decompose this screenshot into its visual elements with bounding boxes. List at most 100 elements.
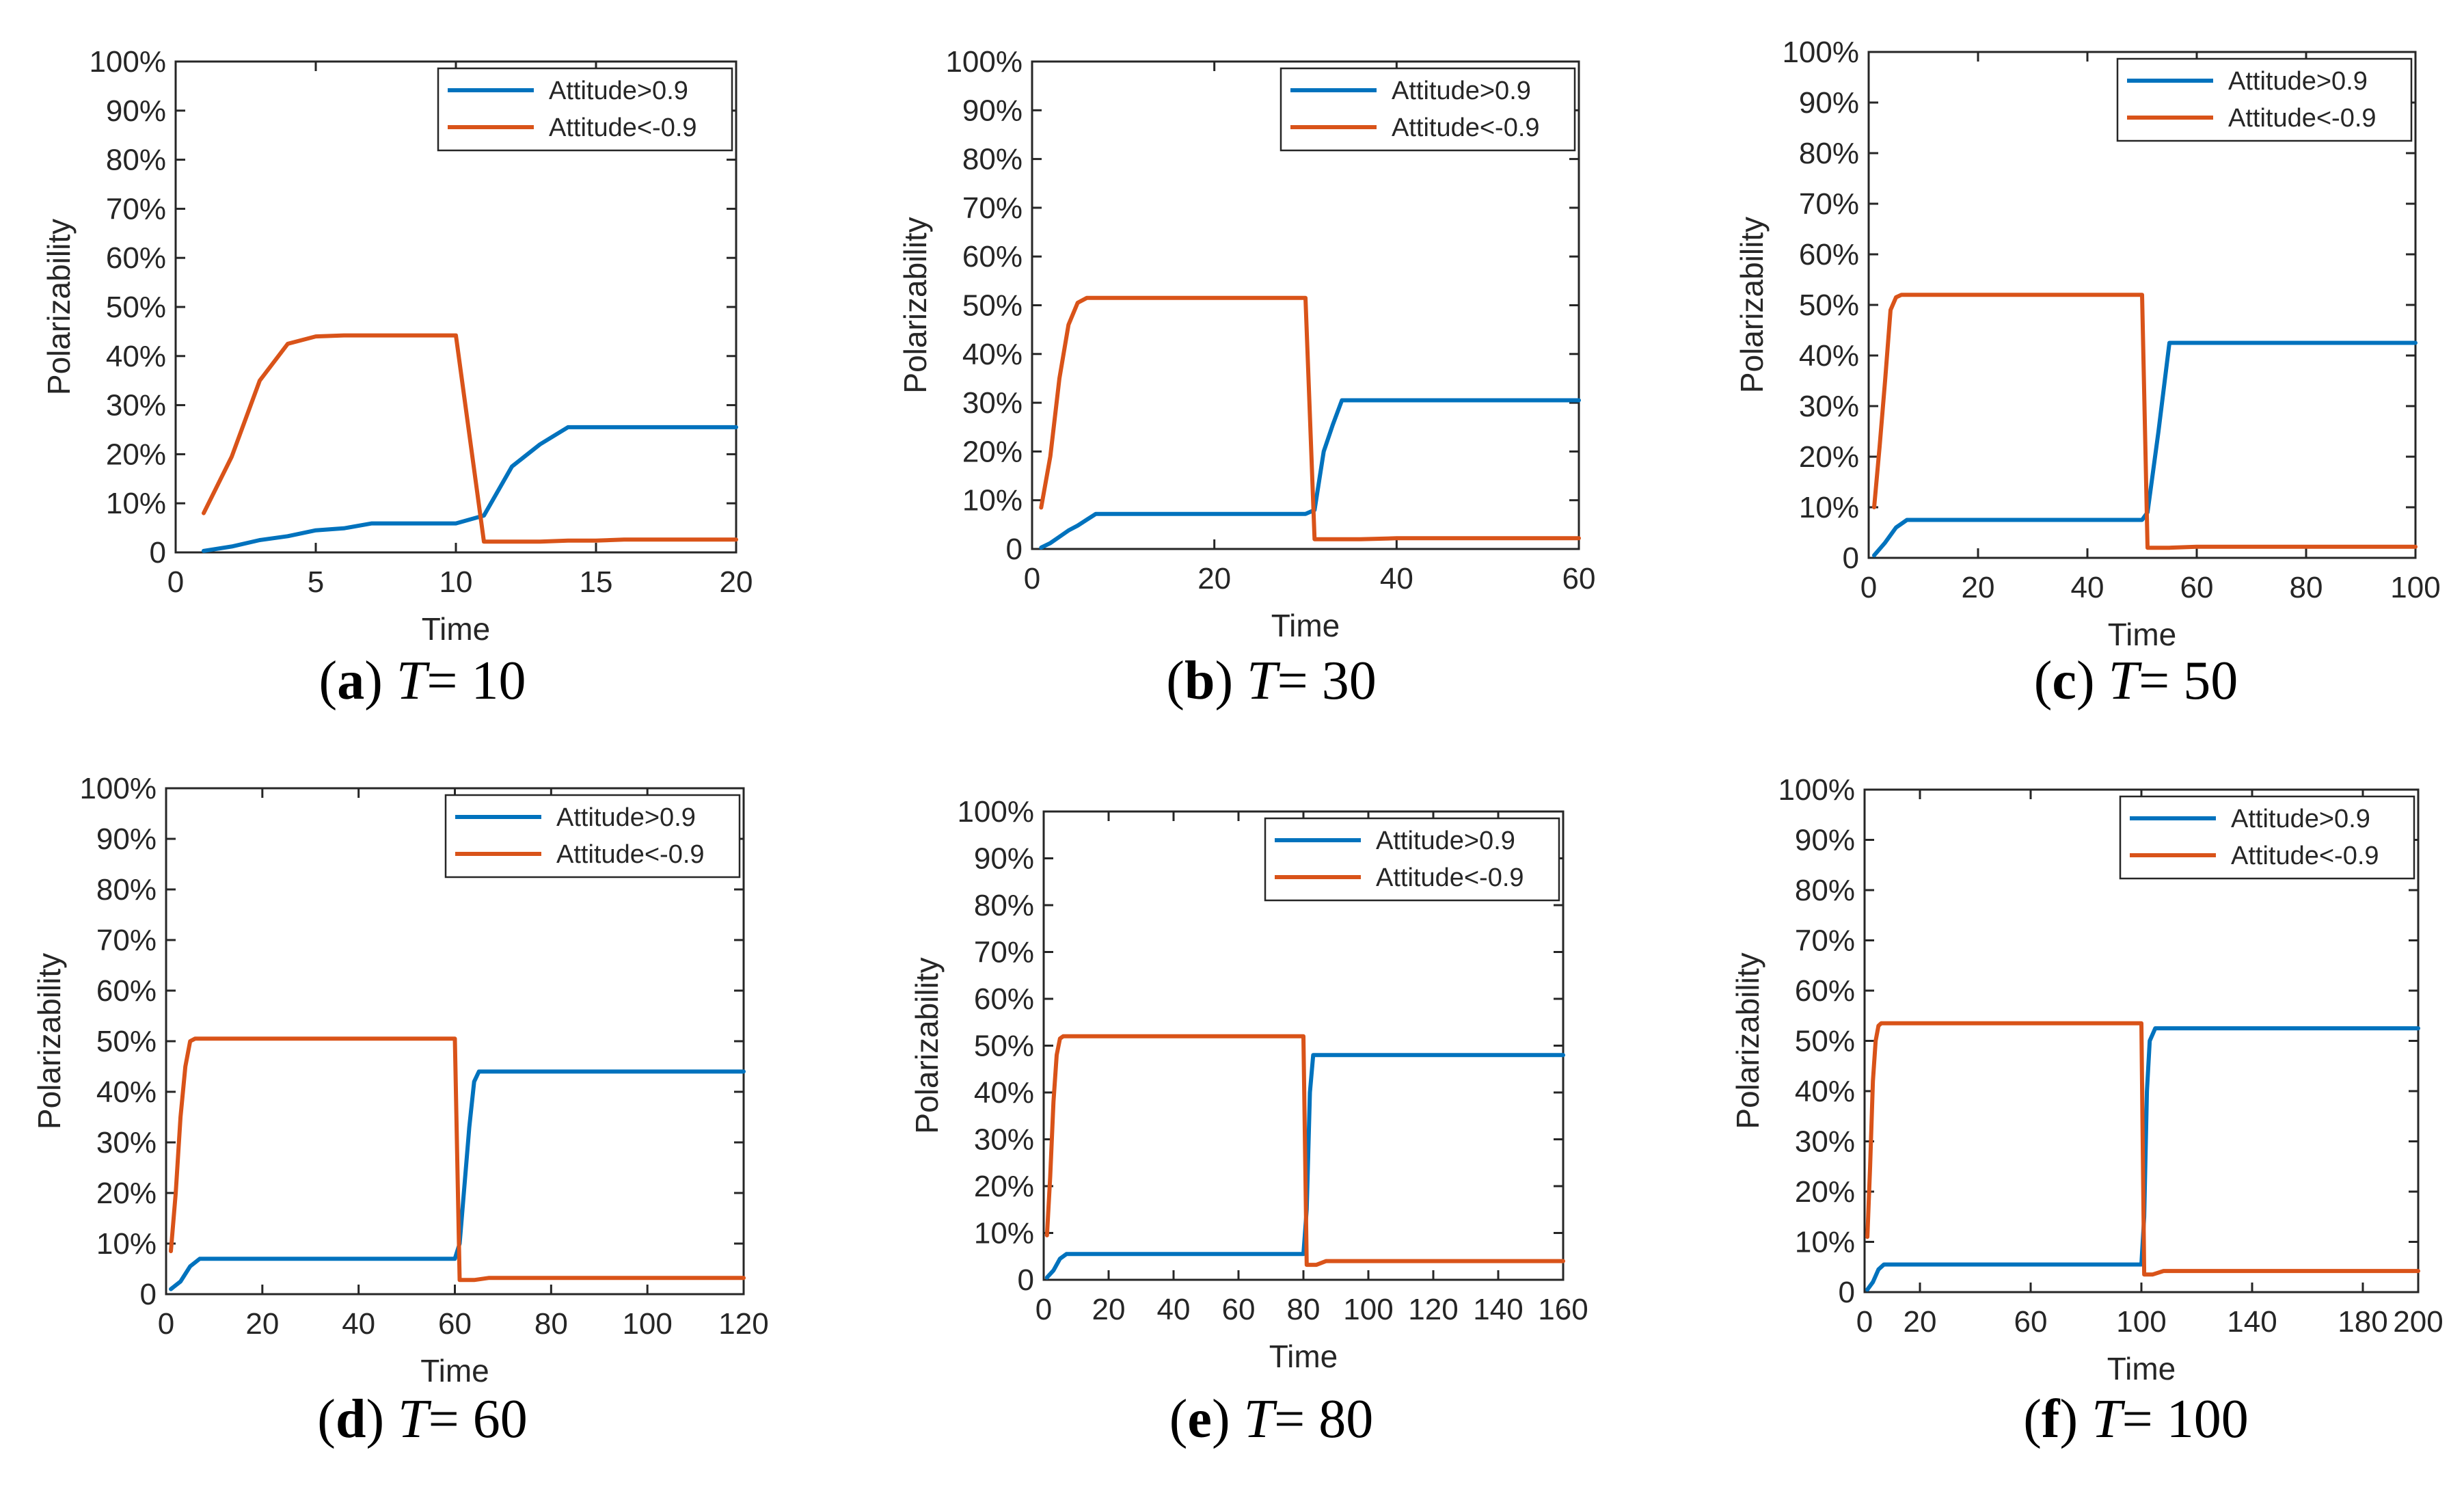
y-axis-title: Polarizability xyxy=(31,953,67,1129)
y-tick-label: 10% xyxy=(1799,491,1859,524)
y-tick-label: 50% xyxy=(962,289,1023,323)
y-tick-label: 0 xyxy=(1839,1276,1855,1309)
x-tick-label: 60 xyxy=(2180,571,2214,604)
panel-caption: (c) T= 50 xyxy=(2034,651,2238,711)
y-tick-label: 80% xyxy=(1795,874,1855,907)
x-tick-label: 60 xyxy=(438,1307,472,1341)
y-axis-title: Polarizability xyxy=(1734,217,1770,393)
legend-label: Attitude<-0.9 xyxy=(2231,842,2379,870)
y-tick-label: 10% xyxy=(974,1217,1034,1250)
series-line-attitude-pos xyxy=(1044,1053,1565,1280)
y-tick-label: 50% xyxy=(974,1030,1034,1063)
y-tick-label: 0 xyxy=(140,1278,157,1311)
y-tick-label: 60% xyxy=(1795,974,1855,1008)
series-line-attitude-neg xyxy=(1872,293,2418,550)
legend-label: Attitude<-0.9 xyxy=(1376,863,1524,892)
y-tick-label: 100% xyxy=(945,45,1023,79)
x-tick-label: 80 xyxy=(534,1307,568,1341)
x-tick-label: 0 xyxy=(1860,571,1877,604)
x-tick-label: 60 xyxy=(2014,1305,2048,1339)
legend xyxy=(1280,67,1576,152)
x-axis-title: Time xyxy=(420,1353,489,1389)
y-tick-label: 90% xyxy=(1799,86,1859,120)
y-tick-label: 60% xyxy=(1799,238,1859,271)
y-tick-label: 100% xyxy=(1782,36,1859,69)
x-tick-label: 100 xyxy=(1343,1293,1393,1326)
y-tick-label: 40% xyxy=(96,1075,157,1109)
x-axis-title: Time xyxy=(1269,1339,1338,1374)
y-tick-label: 40% xyxy=(1799,339,1859,373)
legend-label: Attitude>0.9 xyxy=(2231,805,2370,833)
y-tick-label: 40% xyxy=(106,340,166,373)
series-line-attitude-neg xyxy=(1044,1034,1565,1267)
series-line-attitude-neg xyxy=(1865,1021,2420,1277)
series-line-attitude-pos xyxy=(1872,340,2418,558)
x-tick-label: 20 xyxy=(1197,562,1231,595)
y-tick-label: 50% xyxy=(1795,1025,1855,1058)
legend xyxy=(2119,795,2415,880)
y-axis-title: Polarizability xyxy=(1730,952,1765,1129)
x-tick-label: 180 xyxy=(2338,1305,2387,1339)
y-tick-label: 90% xyxy=(974,842,1034,876)
y-tick-label: 70% xyxy=(962,191,1023,225)
panel-caption: (e) T= 80 xyxy=(1169,1389,1373,1449)
chart-panel-d: 0 10% 20% 30% 40% 50% 60% 70% 80% 90% 100% 0 20 40 60 8… xyxy=(31,772,769,1449)
x-tick-label: 0 xyxy=(158,1307,174,1341)
y-tick-label: 20% xyxy=(1795,1175,1855,1209)
y-tick-label: 90% xyxy=(96,822,157,856)
chart-panel-f: 0 10% 20% 30% 40% 50% 60% 70% 80% 90% 100% 0 20 60 100… xyxy=(1730,773,2443,1449)
panel-caption: (a) T= 10 xyxy=(319,651,526,711)
x-tick-label: 60 xyxy=(1222,1293,1256,1326)
x-tick-label: 0 xyxy=(167,565,184,599)
y-tick-label: 30% xyxy=(1799,390,1859,423)
x-tick-label: 140 xyxy=(1473,1293,1523,1326)
panel-caption: (d) T= 60 xyxy=(317,1389,527,1449)
x-axis-title: Time xyxy=(1271,608,1340,643)
y-tick-label: 100% xyxy=(957,795,1034,829)
chart-panel-b: 0 10% 20% 30% 40% 50% 60% 70% 80% 90% 100% 0 20 40 60 T… xyxy=(897,45,1595,711)
panel-caption: (b) T= 30 xyxy=(1166,651,1376,711)
x-tick-label: 0 xyxy=(1024,562,1040,595)
x-tick-label: 20 xyxy=(1962,571,1995,604)
y-tick-label: 80% xyxy=(1799,137,1859,170)
y-tick-label: 10% xyxy=(1795,1226,1855,1259)
y-tick-label: 30% xyxy=(974,1123,1034,1157)
y-tick-label: 80% xyxy=(96,873,157,907)
y-tick-label: 20% xyxy=(962,435,1023,468)
x-tick-label: 15 xyxy=(580,565,613,599)
y-tick-label: 80% xyxy=(974,889,1034,922)
legend xyxy=(2116,57,2413,142)
x-tick-label: 20 xyxy=(1904,1305,1937,1339)
legend-label: Attitude<-0.9 xyxy=(556,840,705,869)
y-axis-title: Polarizability xyxy=(41,219,77,395)
x-tick-label: 100 xyxy=(622,1307,672,1341)
legend-label: Attitude>0.9 xyxy=(556,803,696,832)
y-tick-label: 80% xyxy=(962,143,1023,176)
x-tick-label: 40 xyxy=(1157,1293,1191,1326)
legend-label: Attitude>0.9 xyxy=(1376,827,1515,855)
y-tick-label: 40% xyxy=(974,1076,1034,1110)
y-tick-label: 30% xyxy=(1795,1125,1855,1159)
chart-panel-e: 0 10% 20% 30% 40% 50% 60% 70% 80% 90% 100% 0 20 40 60 8… xyxy=(909,795,1588,1449)
series-line-attitude-pos xyxy=(1865,1026,2420,1292)
series-line-attitude-pos xyxy=(202,425,738,553)
y-tick-label: 40% xyxy=(1795,1075,1855,1108)
legend-label: Attitude>0.9 xyxy=(2228,67,2368,96)
legend xyxy=(444,794,741,878)
y-tick-label: 70% xyxy=(974,936,1034,969)
x-tick-label: 140 xyxy=(2227,1305,2277,1339)
y-axis-title: Polarizability xyxy=(909,957,945,1133)
x-tick-label: 0 xyxy=(1856,1305,1873,1339)
x-axis-title: Time xyxy=(422,611,491,647)
x-tick-label: 120 xyxy=(1408,1293,1458,1326)
legend-label: Attitude<-0.9 xyxy=(2228,104,2377,133)
x-tick-label: 20 xyxy=(245,1307,279,1341)
x-axis-title: Time xyxy=(2107,1351,2176,1386)
x-tick-label: 10 xyxy=(439,565,473,599)
x-tick-label: 60 xyxy=(1562,562,1596,595)
chart-panel-a: 0 10% 20% 30% 40% 50% 60% 70% 80% 90% 100% 0 5 10 15 20… xyxy=(41,45,753,711)
y-tick-label: 60% xyxy=(974,982,1034,1016)
y-tick-label: 20% xyxy=(106,438,166,471)
chart-panel-c: 0 10% 20% 30% 40% 50% 60% 70% 80% 90% 100% 0 20 40 60 8… xyxy=(1734,36,2441,711)
y-axis-title: Polarizability xyxy=(897,217,933,393)
